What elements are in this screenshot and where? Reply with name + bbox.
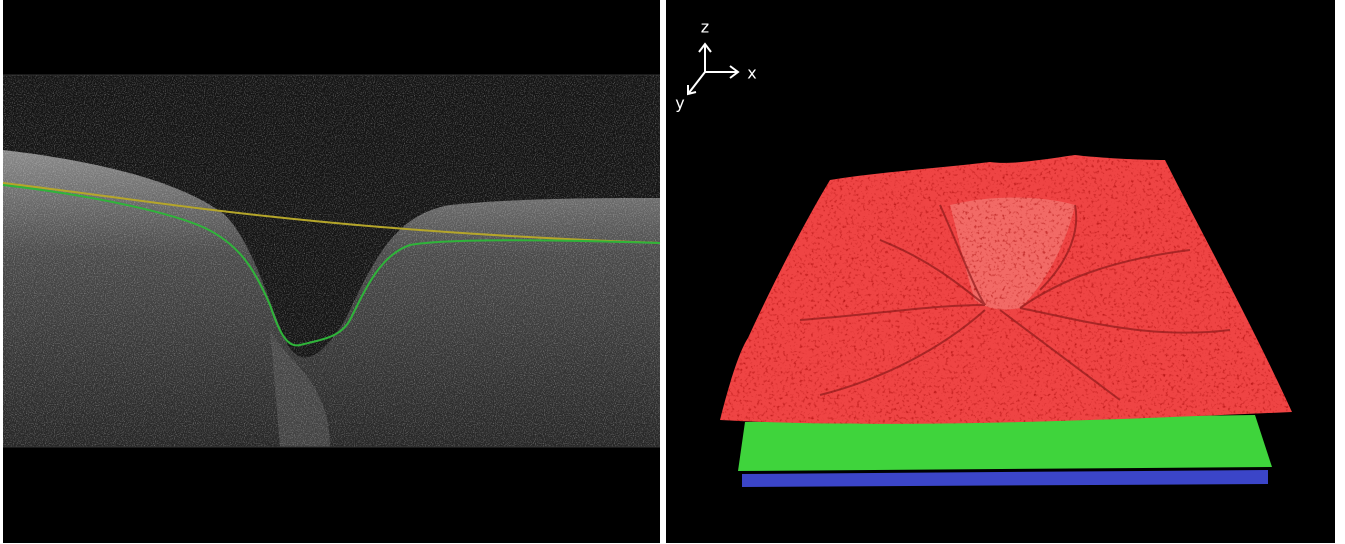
axis-label: x	[747, 64, 756, 83]
margin	[1335, 0, 1345, 544]
figure: z x y	[0, 0, 1345, 544]
layer-green	[738, 415, 1272, 471]
axis-label: y	[675, 94, 684, 113]
oct-speckle	[3, 75, 660, 447]
axis-label: z	[701, 18, 709, 37]
page: z x y (() => { const data = JSON.parse(d…	[0, 0, 1345, 544]
oct-scan	[3, 75, 660, 447]
